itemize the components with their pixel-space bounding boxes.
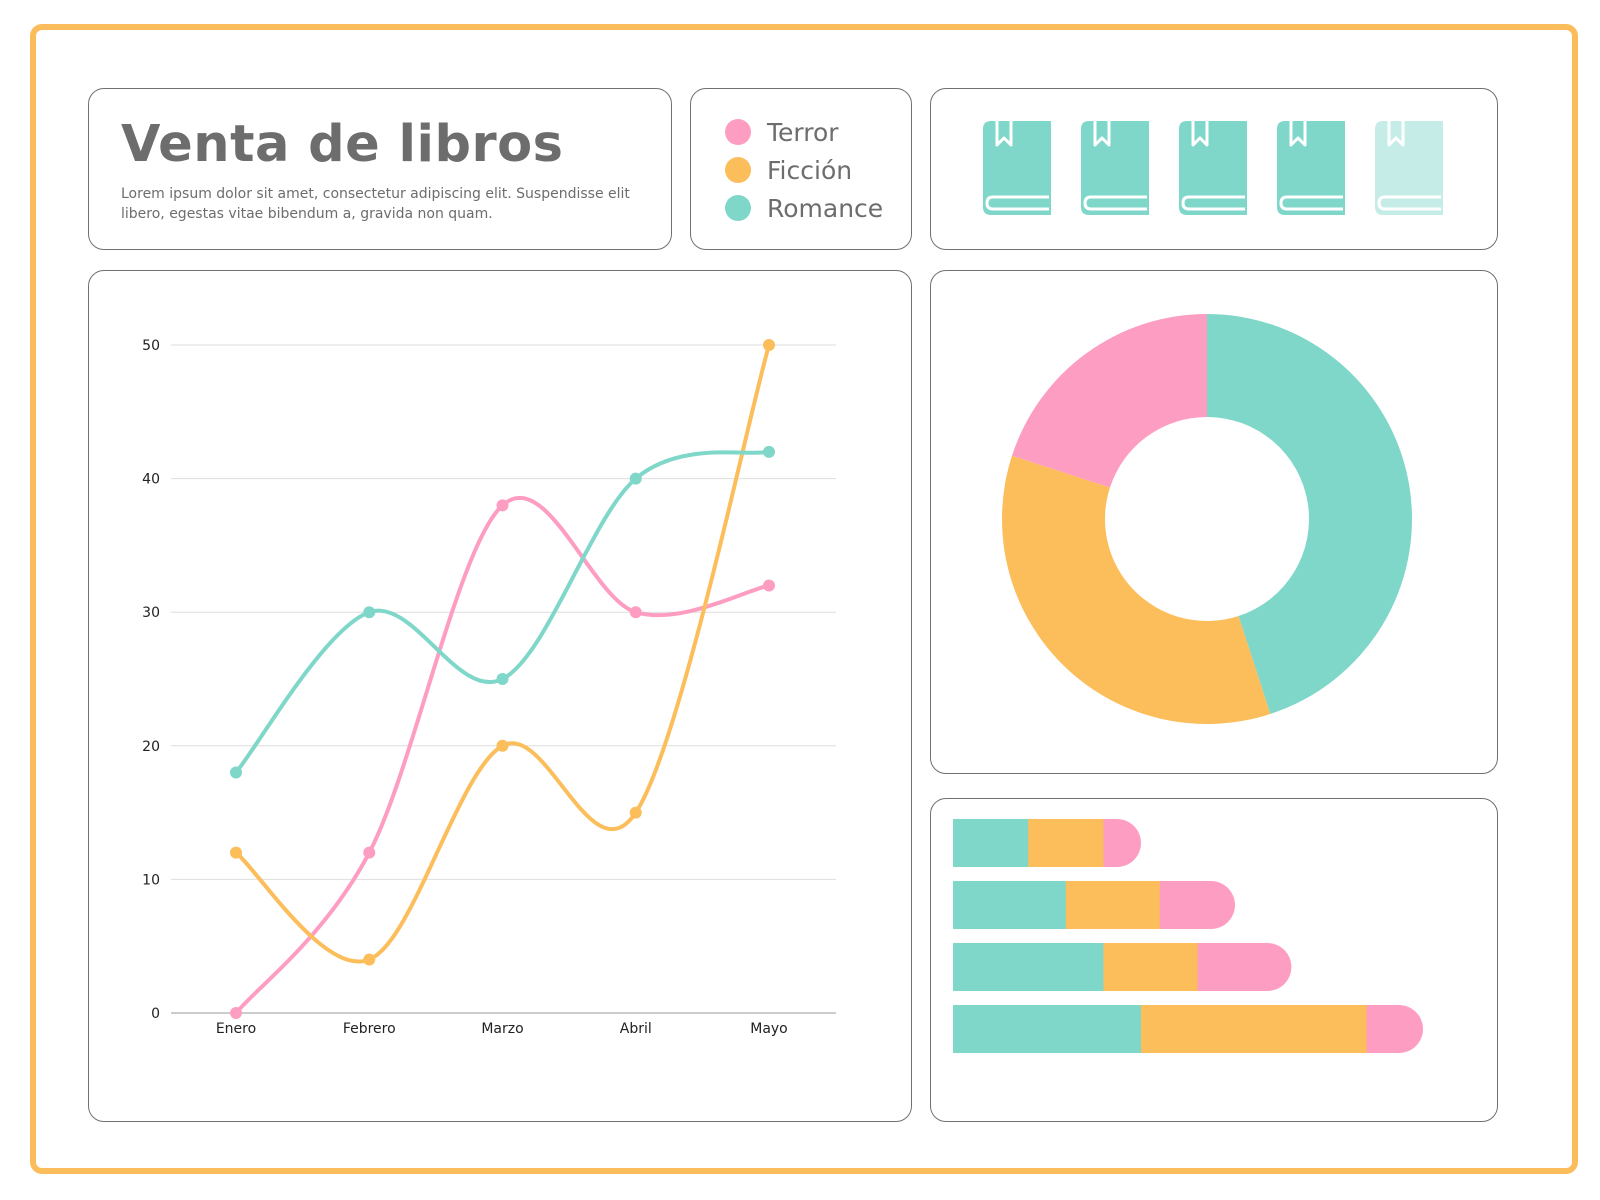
legend-label-romance: Romance	[767, 193, 884, 223]
data-point-romance	[363, 606, 376, 619]
bar-segment-terror	[1159, 881, 1235, 929]
bar-segment-romance	[953, 881, 1067, 929]
bar-segment-ficcion	[1141, 1005, 1368, 1053]
stacked-bar-chart	[953, 819, 1423, 1053]
legend-swatch-ficcion	[725, 157, 751, 183]
data-point-romance	[230, 766, 242, 779]
y-tick-label: 20	[142, 739, 160, 755]
book-icon	[1081, 121, 1149, 215]
line-chart: 0 10 20 30 40 50 Enero Febrero Marzo Abril Mayo	[142, 338, 836, 1037]
book-rating-card	[930, 88, 1498, 250]
title-card: Venta de libros Lorem ipsum dolor sit am…	[88, 88, 672, 250]
y-tick-label: 50	[142, 338, 160, 354]
data-point-romance	[763, 445, 775, 458]
bar-segment-romance	[953, 819, 1029, 867]
bar-segment-terror	[1103, 819, 1141, 867]
legend: Terror Ficción Romance	[725, 113, 883, 227]
x-tick-label: Marzo	[481, 1021, 523, 1037]
book-rating	[983, 121, 1443, 215]
data-point-ficcion	[230, 846, 242, 859]
x-tick-label: Mayo	[750, 1021, 788, 1037]
stacked-bar-chart-card	[930, 798, 1498, 1122]
y-tick-label: 40	[142, 472, 160, 488]
book-icon	[983, 121, 1051, 215]
series-line-ficcion	[234, 343, 771, 964]
book-icon	[1375, 121, 1443, 215]
y-tick-label: 30	[142, 605, 160, 621]
legend-swatch-romance	[725, 195, 751, 221]
data-point-terror	[363, 846, 376, 859]
book-icon	[1277, 121, 1345, 215]
data-point-terror	[230, 1007, 242, 1019]
line-chart-card: 0 10 20 30 40 50 Enero Febrero Marzo Abril Mayo	[88, 270, 912, 1122]
bar-segment-romance	[953, 943, 1104, 991]
x-tick-label: Abril	[620, 1021, 652, 1037]
bar-segment-ficcion	[1065, 881, 1161, 929]
y-tick-label: 10	[142, 872, 160, 888]
donut-chart	[1001, 314, 1413, 725]
legend-card: Terror Ficción Romance	[690, 88, 912, 250]
data-point-terror	[629, 606, 642, 619]
bar-segment-ficcion	[1028, 819, 1104, 867]
book-icon	[1179, 121, 1247, 215]
data-point-ficcion	[763, 339, 775, 351]
bar-segment-ficcion	[1103, 943, 1198, 991]
bar-segment-terror	[1366, 1005, 1423, 1053]
donut-chart-card	[930, 270, 1498, 774]
bar-segment-romance	[953, 1005, 1142, 1053]
legend-label-ficcion: Ficción	[767, 155, 853, 185]
data-point-ficcion	[363, 953, 376, 966]
donut-slice-ficcion	[1001, 455, 1271, 725]
y-tick-label: 0	[151, 1006, 160, 1022]
data-point-ficcion	[496, 739, 509, 752]
page-subtitle: Lorem ipsum dolor sit amet, consectetur …	[121, 186, 630, 222]
data-point-romance	[629, 472, 642, 485]
legend-item-ficcion: Ficción	[725, 151, 883, 189]
legend-swatch-terror	[725, 119, 751, 145]
data-point-ficcion	[629, 806, 642, 819]
data-point-romance	[496, 673, 509, 685]
legend-label-terror: Terror	[767, 117, 839, 147]
legend-item-terror: Terror	[725, 113, 883, 151]
x-tick-label: Febrero	[343, 1021, 396, 1037]
series-line-terror	[234, 495, 771, 1015]
legend-item-romance: Romance	[725, 189, 883, 227]
data-point-terror	[763, 579, 775, 592]
page-title: Venta de libros	[121, 115, 564, 174]
data-point-terror	[496, 499, 509, 512]
donut-slice-romance	[1207, 314, 1413, 714]
donut-slice-terror	[1012, 314, 1207, 488]
page-frame	[30, 24, 1578, 1174]
x-tick-label: Enero	[216, 1021, 256, 1037]
bar-segment-terror	[1197, 943, 1292, 991]
